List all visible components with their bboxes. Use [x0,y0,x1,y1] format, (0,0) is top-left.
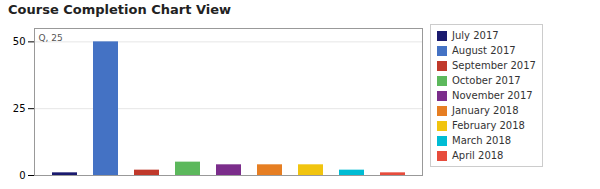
html-text:January 2018: January 2018 [452,105,519,116]
svg-text:0: 0 [19,170,25,181]
html-text:March 2018: March 2018 [452,135,512,146]
html-text:August 2017: August 2017 [452,45,516,56]
svg-text:50: 50 [13,36,26,47]
html-text:July 2017: July 2017 [452,30,499,41]
html-text:April 2018: April 2018 [452,150,504,161]
html-text:February 2018: February 2018 [452,120,525,131]
html-text:November 2017: November 2017 [452,90,533,101]
svg-text:25: 25 [13,103,26,114]
html-text:October 2017: October 2017 [452,75,521,86]
html-text:Course Completion Chart View: Course Completion Chart View [8,2,231,17]
svg-text:Q, 25: Q, 25 [39,33,63,43]
html-text:September 2017: September 2017 [452,60,536,71]
